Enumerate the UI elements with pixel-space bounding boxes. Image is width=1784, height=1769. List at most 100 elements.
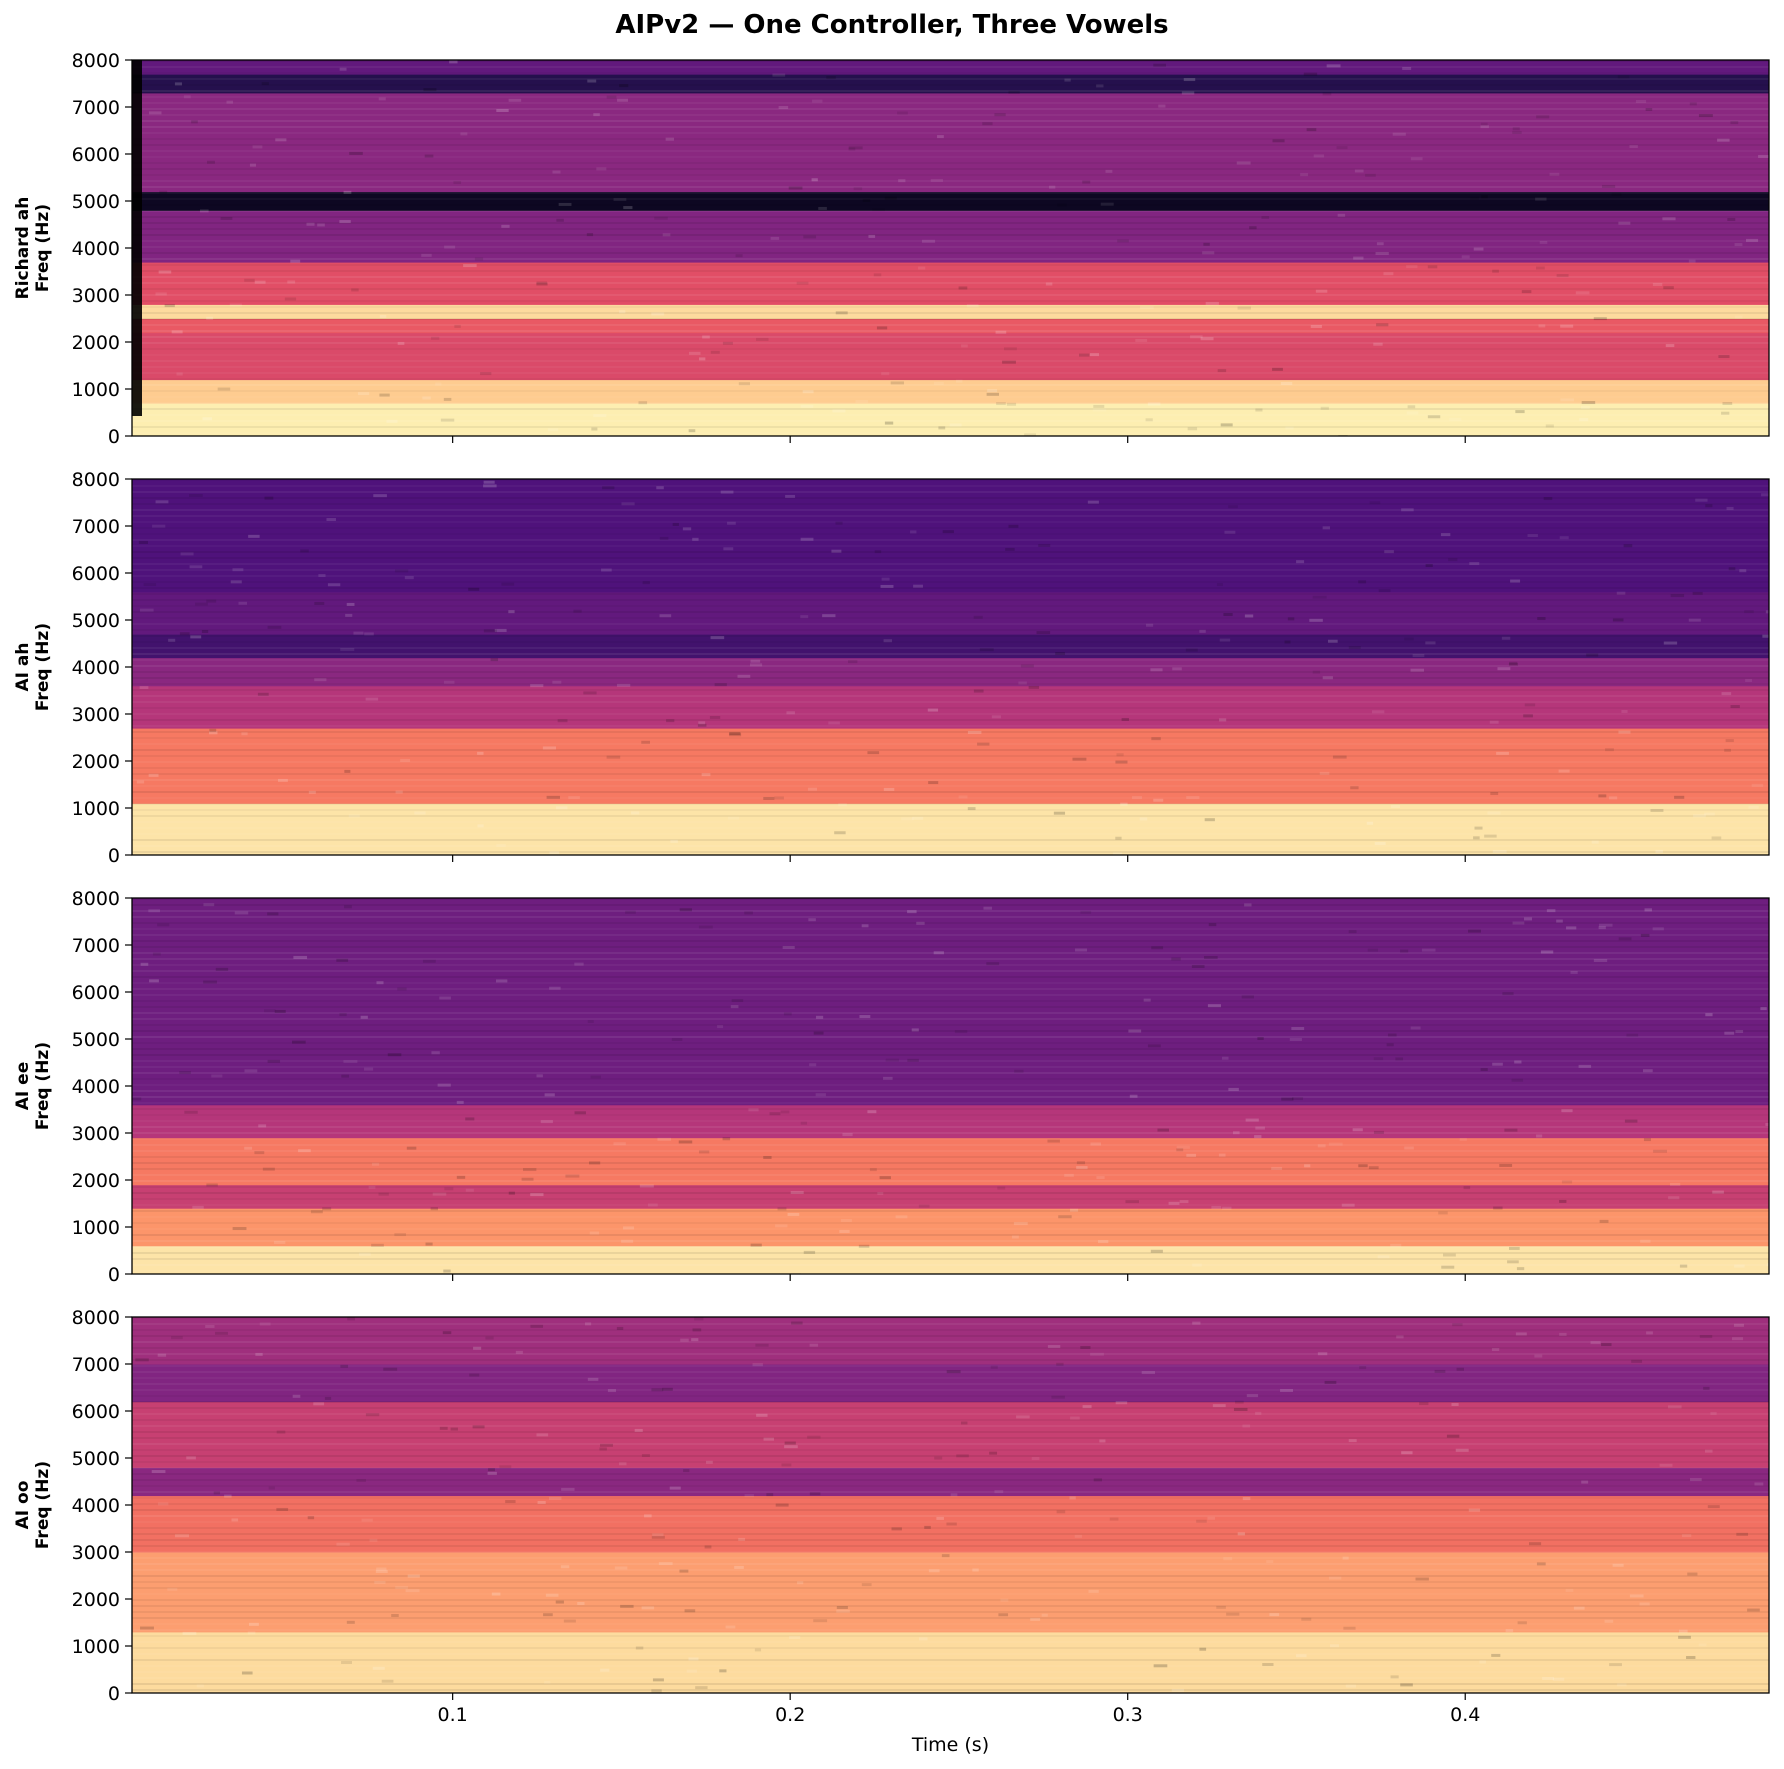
texture-stripe — [132, 1252, 1769, 1254]
texture-stripe — [132, 1024, 1769, 1026]
texture-stripe — [132, 539, 1769, 541]
texture-speckle — [584, 1322, 592, 1326]
texture-speckle — [625, 910, 636, 914]
texture-speckle — [986, 962, 1000, 966]
texture-speckle — [508, 98, 522, 102]
texture-speckle — [651, 1535, 665, 1539]
texture-speckle — [1153, 63, 1166, 67]
texture-speckle — [1559, 536, 1569, 540]
texture-speckle — [688, 429, 696, 433]
texture-speckle — [1721, 411, 1730, 415]
texture-stripe — [132, 372, 1769, 374]
texture-speckle — [1117, 239, 1129, 243]
texture-speckle — [191, 120, 198, 124]
texture-speckle — [1008, 524, 1019, 528]
y-tick-label: 2000 — [72, 751, 120, 773]
texture-speckle — [1255, 1126, 1265, 1130]
texture-speckle — [1261, 216, 1270, 220]
texture-speckle — [1643, 1069, 1653, 1073]
texture-speckle — [928, 781, 939, 785]
figure-title: AIPv2 — One Controller, Three Vowels — [615, 10, 1169, 40]
texture-speckle — [1617, 75, 1630, 79]
frequency-band — [132, 685, 1769, 729]
texture-speckle — [1098, 1240, 1109, 1244]
texture-speckle — [317, 223, 325, 227]
texture-speckle — [803, 235, 817, 239]
frequency-band — [132, 92, 1769, 193]
texture-speckle — [1192, 1321, 1201, 1325]
texture-stripe — [132, 922, 1769, 924]
texture-stripe — [132, 108, 1769, 110]
texture-speckle — [1698, 114, 1713, 118]
texture-speckle — [1515, 1332, 1527, 1336]
texture-speckle — [1693, 814, 1706, 818]
texture-speckle — [1421, 948, 1436, 952]
texture-stripe — [132, 785, 1769, 787]
texture-speckle — [997, 1186, 1006, 1190]
texture-stripe — [132, 294, 1769, 296]
texture-stripe — [132, 803, 1769, 805]
texture-speckle — [1663, 286, 1674, 290]
texture-speckle — [654, 216, 668, 220]
texture-stripe — [132, 1689, 1769, 1691]
texture-stripe — [132, 1180, 1769, 1182]
texture-speckle — [394, 569, 409, 573]
texture-speckle — [1296, 1654, 1307, 1658]
texture-speckle — [1139, 817, 1148, 821]
texture-stripe — [132, 318, 1769, 320]
texture-speckle — [1558, 769, 1570, 773]
texture-speckle — [324, 1396, 332, 1400]
texture-speckle — [440, 418, 455, 422]
texture-stripe — [132, 102, 1769, 104]
texture-speckle — [1217, 369, 1227, 373]
texture-speckle — [587, 1020, 594, 1024]
texture-speckle — [722, 1137, 731, 1141]
texture-speckle — [784, 1441, 796, 1445]
texture-speckle — [596, 167, 607, 171]
texture-stripe — [132, 988, 1769, 990]
texture-speckle — [1758, 154, 1769, 158]
texture-speckle — [590, 1075, 601, 1079]
texture-speckle — [1289, 1037, 1302, 1041]
texture-speckle — [1237, 1532, 1245, 1536]
texture-speckle — [657, 1137, 672, 1141]
texture-speckle — [1400, 1683, 1413, 1687]
texture-speckle — [1145, 623, 1154, 627]
texture-speckle — [818, 206, 827, 210]
texture-speckle — [1425, 564, 1433, 568]
texture-speckle — [983, 906, 992, 910]
texture-speckle — [784, 1445, 798, 1449]
spectrogram-image — [132, 1317, 1769, 1693]
texture-speckle — [450, 1427, 458, 1431]
texture-speckle — [552, 680, 562, 684]
texture-speckle — [1317, 1144, 1326, 1148]
texture-speckle — [456, 1175, 466, 1179]
texture-stripe — [132, 1036, 1769, 1038]
texture-stripe — [132, 1240, 1769, 1242]
texture-stripe — [132, 1449, 1769, 1451]
texture-stripe — [132, 1162, 1769, 1164]
texture-speckle — [815, 1093, 826, 1097]
texture-speckle — [1699, 1335, 1713, 1339]
texture-speckle — [836, 1609, 850, 1613]
texture-speckle — [202, 417, 213, 421]
texture-speckle — [1368, 1166, 1379, 1170]
texture-speckle — [873, 273, 882, 277]
texture-speckle — [1183, 78, 1196, 82]
texture-speckle — [1367, 948, 1379, 952]
texture-speckle — [1199, 629, 1206, 633]
texture-speckle — [1410, 668, 1425, 672]
texture-speckle — [477, 751, 484, 755]
texture-speckle — [143, 583, 157, 587]
texture-speckle — [855, 399, 869, 403]
texture-speckle — [1493, 1206, 1503, 1210]
texture-speckle — [669, 1486, 681, 1490]
texture-stripe — [132, 408, 1769, 410]
texture-speckle — [695, 1686, 708, 1690]
texture-speckle — [1512, 921, 1525, 925]
texture-speckle — [473, 1346, 482, 1350]
texture-stripe — [132, 246, 1769, 248]
y-tick-label: 1000 — [72, 379, 120, 401]
texture-speckle — [557, 719, 568, 723]
texture-speckle — [692, 1328, 702, 1332]
